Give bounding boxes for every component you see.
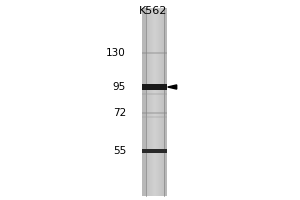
Bar: [142, 52, 167, 54]
Bar: [154, 8, 155, 196]
Bar: [156, 8, 157, 196]
Bar: [157, 8, 158, 196]
Polygon shape: [168, 85, 177, 89]
Bar: [162, 8, 163, 196]
Bar: [153, 8, 154, 196]
Bar: [142, 93, 167, 95]
Text: 130: 130: [106, 48, 126, 58]
Bar: [159, 8, 160, 196]
Bar: [161, 8, 162, 196]
Bar: [152, 8, 153, 196]
Bar: [146, 8, 147, 196]
Bar: [160, 8, 161, 196]
Bar: [159, 8, 160, 196]
Bar: [149, 8, 150, 196]
Bar: [142, 116, 167, 118]
Bar: [160, 8, 161, 196]
Bar: [154, 8, 155, 196]
Bar: [142, 8, 167, 196]
Bar: [163, 8, 164, 196]
Bar: [142, 150, 167, 152]
Bar: [147, 8, 148, 196]
Bar: [142, 112, 167, 114]
Bar: [162, 8, 163, 196]
Bar: [150, 8, 151, 196]
Text: 95: 95: [113, 82, 126, 92]
Bar: [158, 8, 159, 196]
Text: 72: 72: [113, 108, 126, 118]
Text: K562: K562: [139, 6, 167, 16]
Bar: [148, 8, 149, 196]
Bar: [153, 8, 154, 196]
Bar: [156, 8, 157, 196]
Text: 55: 55: [113, 146, 126, 156]
Bar: [151, 8, 152, 196]
Bar: [148, 8, 149, 196]
Bar: [142, 86, 167, 88]
Bar: [155, 8, 156, 196]
Bar: [147, 8, 148, 196]
Bar: [142, 149, 167, 153]
Bar: [150, 8, 151, 196]
Bar: [142, 84, 167, 90]
